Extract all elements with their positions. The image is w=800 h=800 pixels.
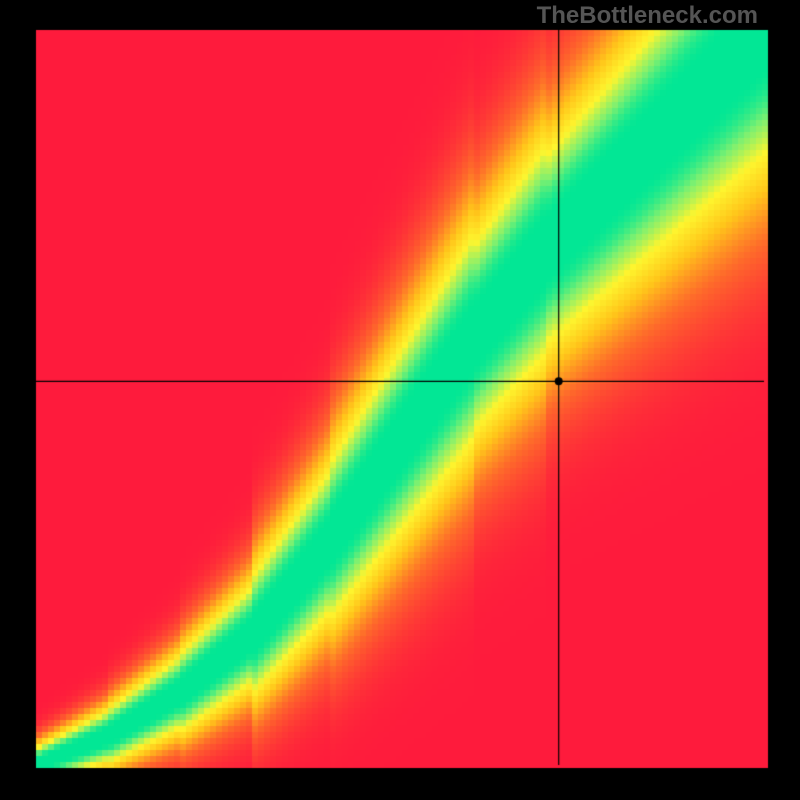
watermark-text: TheBottleneck.com (537, 2, 758, 30)
bottleneck-heatmap-canvas (0, 0, 800, 800)
chart-container: TheBottleneck.com (0, 0, 800, 800)
